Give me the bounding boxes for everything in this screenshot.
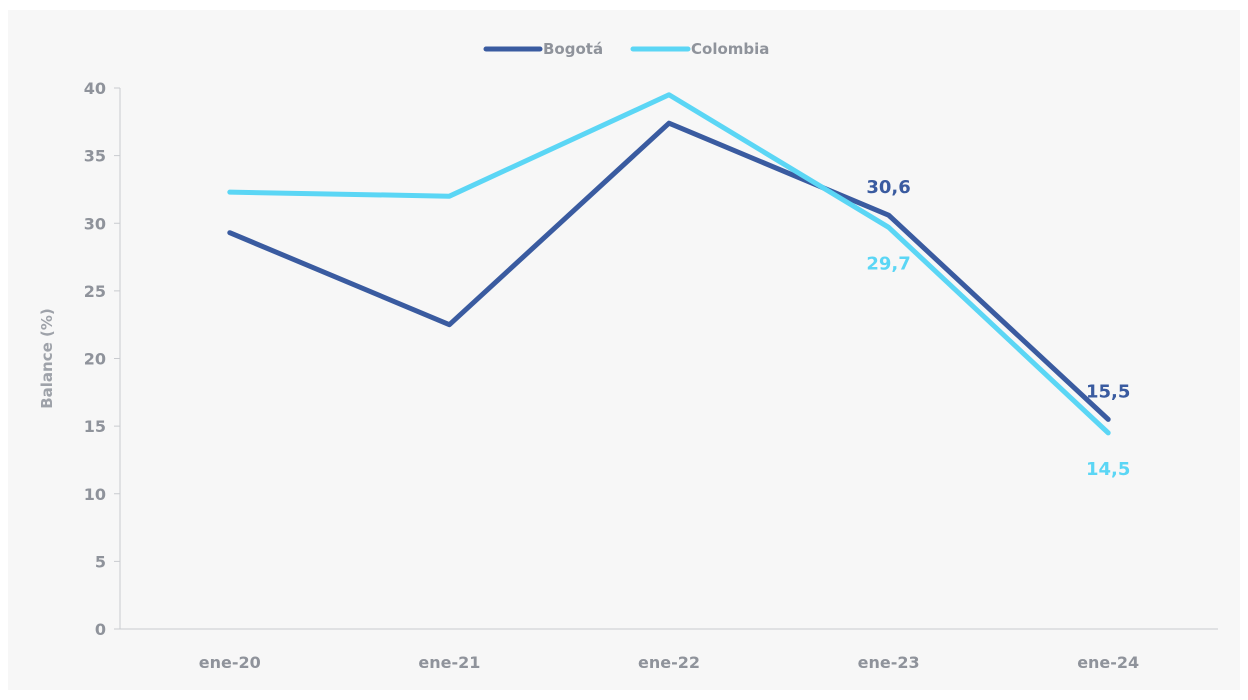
legend: Bogotá Colombia <box>483 40 769 58</box>
x-tick-label: ene-20 <box>199 653 261 672</box>
y-tick-label: 30 <box>84 214 106 233</box>
y-tick-label: 25 <box>84 282 106 301</box>
y-tick-label: 0 <box>95 620 106 639</box>
x-tick-label: ene-21 <box>418 653 480 672</box>
legend-label: Bogotá <box>543 40 603 58</box>
y-tick-label: 20 <box>84 350 106 369</box>
y-tick-label: 40 <box>84 79 106 98</box>
data-label: 15,5 <box>1086 381 1130 402</box>
x-tick-label: ene-24 <box>1077 653 1139 672</box>
y-tick-label: 5 <box>95 552 106 571</box>
x-tick-label: ene-22 <box>638 653 700 672</box>
data-label: 14,5 <box>1086 459 1130 480</box>
chart-panel: Bogotá Colombia 0 5 10 15 20 25 30 35 40 ene-20 en… <box>8 10 1240 690</box>
y-tick-label: 10 <box>84 485 106 504</box>
series-line-colombia <box>227 92 1111 436</box>
series-line-bogota <box>227 120 1111 422</box>
y-tick-label: 35 <box>84 147 106 166</box>
y-axis-title: Balance (%) <box>38 308 56 409</box>
x-tick-label: ene-23 <box>858 653 920 672</box>
y-axis: 0 5 10 15 20 25 30 35 40 <box>84 79 121 639</box>
y-tick-label: 15 <box>84 417 106 436</box>
series-lines <box>227 92 1111 436</box>
data-labels: 30,6 15,5 29,7 14,5 <box>866 177 1130 480</box>
legend-label: Colombia <box>691 40 769 58</box>
x-axis: ene-20 ene-21 ene-22 ene-23 ene-24 <box>120 628 1218 672</box>
data-label: 29,7 <box>866 253 910 274</box>
data-label: 30,6 <box>866 177 910 198</box>
